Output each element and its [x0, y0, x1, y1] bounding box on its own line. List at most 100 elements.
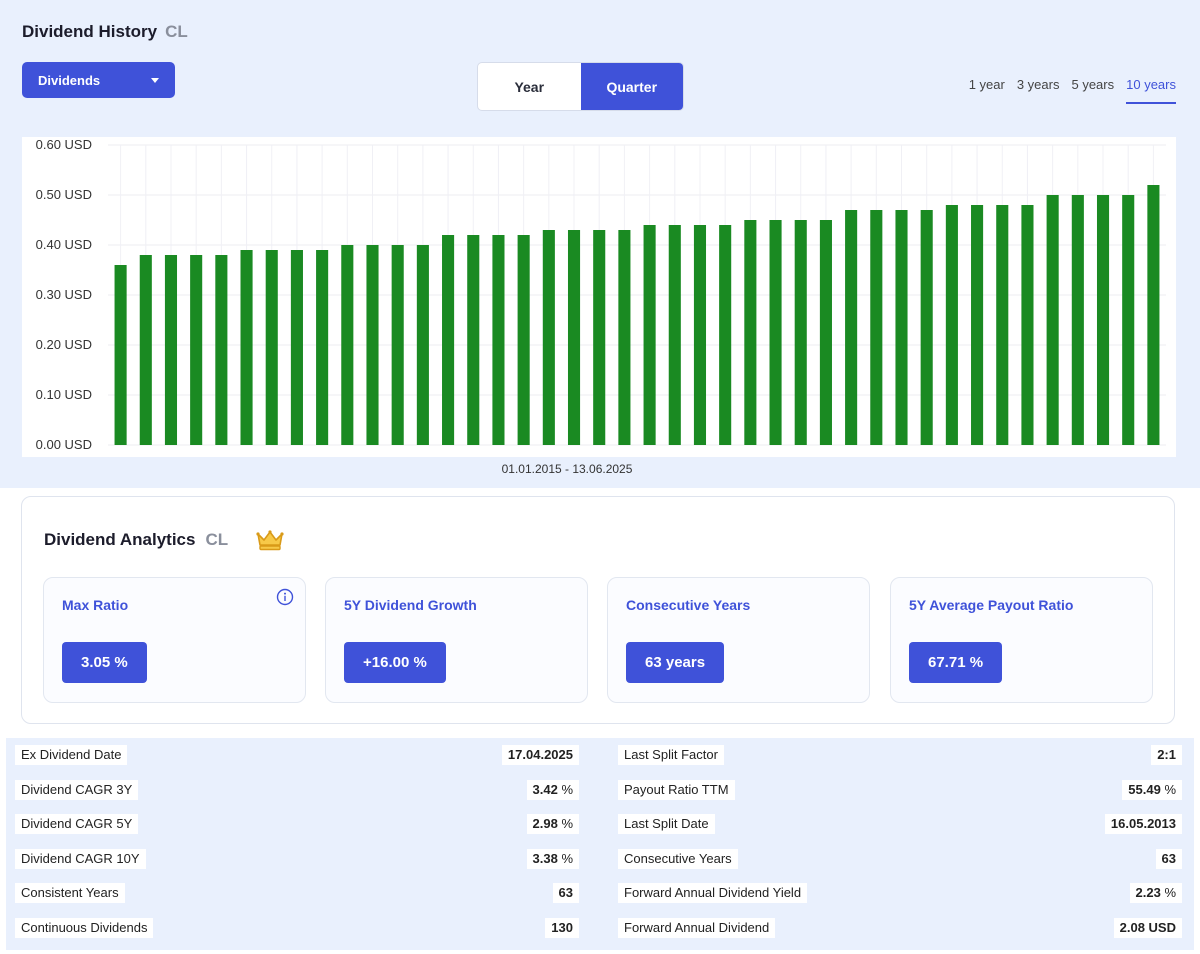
analytics-title-text: Dividend Analytics: [44, 530, 196, 549]
crown-icon: [256, 530, 284, 551]
dividend-bar: [416, 245, 429, 445]
stat-value: 130: [545, 918, 579, 938]
range-1-year[interactable]: 1 year: [968, 77, 1005, 92]
stat-label: Payout Ratio TTM: [618, 780, 735, 800]
dividend-bar: [139, 255, 152, 445]
period-toggle: Year Quarter: [477, 62, 684, 111]
metric-label: 5Y Average Payout Ratio: [909, 597, 1074, 613]
dividend-bar: [1046, 195, 1059, 445]
range-tabs: 1 year 3 years 5 years 10 years: [969, 77, 1176, 104]
dividend-bar: [996, 205, 1009, 445]
dividend-bar: [1147, 185, 1160, 445]
metric-value: 67.71 %: [909, 642, 1003, 683]
metric-card-5y-growth: 5Y Dividend Growth +16.00 %: [325, 577, 588, 703]
dividend-bar: [1096, 195, 1110, 445]
history-ticker: CL: [165, 22, 188, 41]
metric-label: Consecutive Years: [626, 597, 751, 613]
stat-value: 2:1: [1151, 745, 1182, 765]
stat-row: Dividend CAGR 10Y 3.38 %: [15, 848, 579, 870]
stat-row: Dividend CAGR 5Y 2.98 %: [15, 813, 579, 835]
stat-row: Dividend CAGR 3Y 3.42 %: [15, 779, 579, 801]
history-title: Dividend History CL: [22, 22, 188, 42]
metric-card-max-ratio: Max Ratio 3.05 %: [43, 577, 306, 703]
metric-dropdown[interactable]: Dividends: [22, 62, 175, 98]
dividend-bar: [316, 250, 329, 445]
dividend-bar: [794, 220, 807, 445]
dividend-bar: [542, 230, 555, 445]
dividend-bar: [643, 225, 656, 445]
stat-value: 16.05.2013: [1104, 814, 1182, 834]
dividend-bar: [1122, 195, 1135, 445]
y-tick-label: 0.20 USD: [36, 337, 92, 352]
dividend-bar: [668, 225, 681, 445]
stat-row: Forward Annual Dividend Yield 2.23 %: [618, 882, 1182, 904]
metric-dropdown-label: Dividends: [38, 72, 101, 88]
dividend-bar: [467, 235, 480, 445]
info-icon[interactable]: [276, 588, 294, 606]
dividend-bar: [593, 230, 606, 445]
y-tick-label: 0.40 USD: [36, 237, 92, 252]
dividend-bar: [744, 220, 757, 445]
range-10-years[interactable]: 10 years: [1126, 77, 1176, 104]
stat-row: Last Split Date 16.05.2013: [618, 813, 1182, 835]
stat-label: Dividend CAGR 10Y: [15, 849, 146, 869]
dividend-bar: [265, 250, 278, 445]
stat-label: Forward Annual Dividend Yield: [618, 883, 808, 903]
metric-value: +16.00 %: [344, 642, 446, 683]
dividend-bar: [341, 245, 354, 445]
stat-value: 2.98 %: [526, 814, 579, 834]
dividend-chart: 0.00 USD 0.10 USD 0.20 USD 0.30 USD 0.40 USD…: [22, 137, 1176, 457]
dividend-bar: [391, 245, 404, 445]
dividend-bar: [517, 235, 530, 445]
stat-label: Dividend CAGR 3Y: [15, 780, 139, 800]
dividend-bar: [164, 255, 178, 445]
metric-card-payout-ratio: 5Y Average Payout Ratio 67.71 %: [890, 577, 1153, 703]
stat-label: Dividend CAGR 5Y: [15, 814, 139, 834]
metric-label: 5Y Dividend Growth: [344, 597, 477, 613]
dividend-bar: [114, 265, 127, 445]
stat-label: Last Split Factor: [618, 745, 724, 765]
stat-label: Ex Dividend Date: [15, 745, 128, 765]
dividend-bar: [290, 250, 303, 445]
stat-value: 63: [1155, 849, 1182, 869]
dividend-bar: [1021, 205, 1034, 445]
stat-value: 2.23 %: [1129, 883, 1182, 903]
range-5-years[interactable]: 5 years: [1071, 77, 1115, 92]
stat-label: Forward Annual Dividend: [618, 918, 776, 938]
dividend-bar: [920, 210, 933, 445]
dividend-bar: [190, 255, 203, 445]
stat-label: Continuous Dividends: [15, 918, 154, 938]
dividend-bar: [693, 225, 707, 445]
toggle-quarter[interactable]: Quarter: [580, 63, 683, 110]
analytics-ticker: CL: [205, 530, 229, 549]
dividend-bar: [567, 230, 581, 445]
toggle-year[interactable]: Year: [514, 78, 545, 95]
stat-label: Last Split Date: [618, 814, 715, 834]
range-3-years[interactable]: 3 years: [1016, 77, 1060, 92]
metric-value: 63 years: [626, 642, 725, 683]
stat-value: 63: [552, 883, 579, 903]
history-title-text: Dividend History: [22, 22, 158, 41]
dividend-bar: [819, 220, 832, 445]
stat-value: 3.42 %: [526, 780, 579, 800]
y-tick-label: 0.10 USD: [36, 387, 92, 402]
dividend-bar: [895, 210, 908, 445]
dividend-bar: [366, 245, 379, 445]
chart-date-range: 01.01.2015 - 13.06.2025: [501, 462, 633, 476]
y-tick-label: 0.30 USD: [36, 287, 92, 302]
chevron-down-icon: [151, 77, 159, 83]
dividend-bar: [971, 205, 984, 445]
dividend-bar: [769, 220, 782, 445]
y-tick-label: 0.00 USD: [36, 437, 92, 452]
dividend-bar: [618, 230, 631, 445]
dividend-bar: [870, 210, 883, 445]
y-tick-label: 0.50 USD: [36, 187, 92, 202]
dividend-history-panel: Dividend History CL Dividends Year Quarte…: [0, 0, 1200, 488]
stat-row: Payout Ratio TTM 55.49 %: [618, 779, 1182, 801]
dividend-bar: [845, 210, 858, 445]
analytics-title: Dividend Analytics CL: [44, 529, 284, 551]
dividend-bar: [215, 255, 228, 445]
dividend-bar: [719, 225, 732, 445]
metric-label: Max Ratio: [62, 597, 129, 613]
stat-row: Consistent Years 63: [15, 882, 579, 904]
